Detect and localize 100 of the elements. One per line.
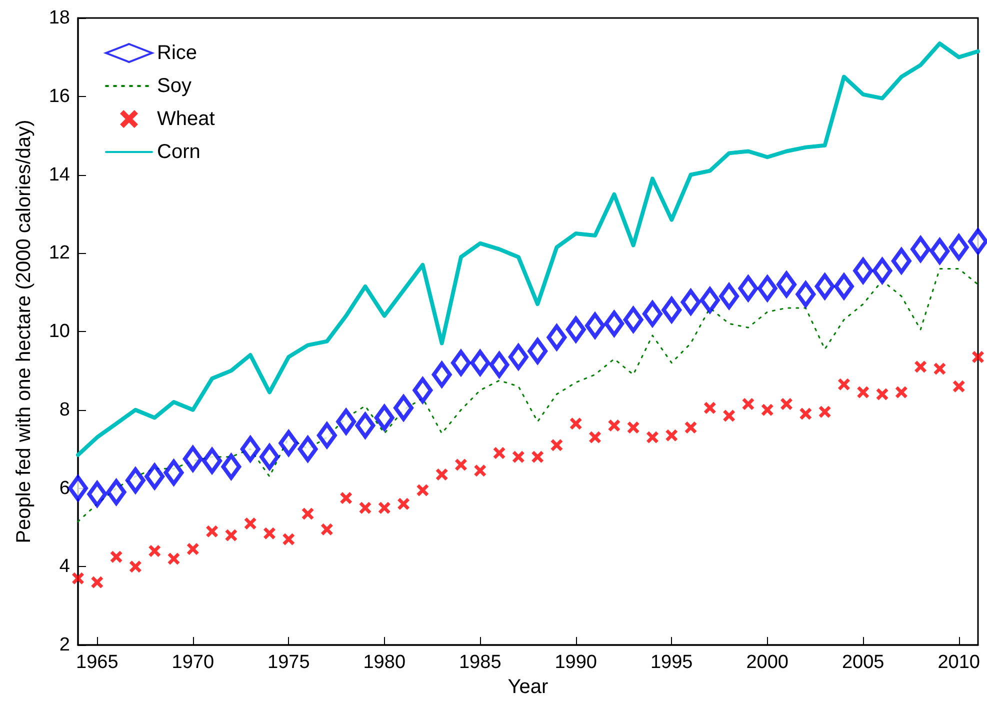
x-tick-label: 1965 — [76, 652, 118, 673]
point — [623, 306, 644, 333]
point — [432, 362, 452, 388]
point — [700, 287, 720, 314]
y-tick-label: 14 — [48, 164, 70, 186]
point — [566, 316, 586, 343]
point — [719, 283, 740, 310]
y-tick-label: 2 — [59, 634, 70, 656]
point — [761, 404, 774, 416]
point — [796, 281, 816, 308]
point — [757, 275, 778, 302]
point — [394, 394, 414, 421]
point — [585, 312, 606, 339]
point — [302, 508, 314, 520]
y-tick-label: 18 — [48, 8, 70, 28]
x-tick-label: 1980 — [363, 652, 406, 673]
point — [930, 238, 950, 264]
point — [742, 398, 754, 410]
point — [148, 544, 161, 557]
point — [528, 338, 548, 364]
line-series — [76, 41, 980, 457]
x-tick-label: 1970 — [172, 652, 214, 673]
point — [589, 431, 602, 444]
point — [221, 454, 242, 480]
x-tick-label: 2000 — [746, 652, 788, 673]
point — [110, 550, 122, 563]
point — [627, 422, 640, 434]
point — [508, 344, 528, 370]
point — [723, 410, 736, 422]
point — [818, 406, 831, 418]
point — [168, 552, 180, 565]
point — [666, 429, 678, 442]
point — [340, 492, 352, 504]
y-tick-label: 16 — [48, 86, 70, 107]
y-tick-label: 4 — [59, 556, 70, 578]
point — [834, 273, 854, 300]
y-tick-label: 6 — [59, 478, 70, 499]
point — [129, 560, 142, 573]
point — [738, 275, 758, 302]
point — [968, 228, 987, 254]
point — [144, 463, 165, 490]
point — [378, 502, 390, 514]
point — [780, 398, 793, 410]
point — [68, 475, 88, 502]
y-axis-title: People fed with one hectare (2000 calories/day) — [13, 120, 35, 544]
point — [872, 258, 892, 284]
point — [374, 404, 394, 431]
point — [454, 458, 467, 471]
y-tick-label: 10 — [48, 321, 70, 342]
point — [493, 446, 506, 459]
point — [206, 525, 218, 538]
point — [489, 352, 510, 378]
point — [895, 386, 908, 398]
point — [225, 529, 238, 542]
point — [336, 408, 356, 435]
point — [106, 479, 126, 506]
point — [87, 481, 108, 508]
point — [282, 533, 295, 546]
point — [125, 467, 146, 494]
point — [608, 420, 620, 432]
point — [838, 378, 850, 390]
point — [642, 300, 662, 327]
point — [952, 380, 965, 392]
point — [182, 446, 203, 472]
point — [412, 377, 433, 404]
point — [570, 418, 582, 430]
point — [298, 436, 318, 462]
point — [316, 422, 337, 448]
point — [72, 572, 84, 584]
point — [202, 448, 222, 474]
point — [240, 436, 260, 462]
point — [934, 362, 946, 375]
point — [704, 402, 716, 414]
line-series — [77, 268, 979, 522]
point — [910, 236, 931, 262]
point — [398, 498, 410, 510]
legend-label: Rice — [157, 42, 198, 64]
x-tick-label: 1990 — [554, 652, 598, 673]
point — [436, 468, 448, 481]
point — [91, 576, 104, 588]
point — [876, 388, 888, 400]
point — [470, 350, 490, 376]
point — [853, 258, 874, 284]
y-tick-label: 8 — [59, 399, 70, 420]
x-tick-label: 1995 — [650, 652, 693, 673]
point — [512, 450, 524, 463]
point — [776, 271, 797, 298]
point — [891, 248, 912, 274]
point — [800, 408, 812, 420]
point — [164, 460, 184, 486]
point — [857, 386, 870, 398]
point — [814, 273, 835, 300]
point — [416, 484, 429, 496]
y-tick-label: 12 — [48, 242, 70, 264]
point — [359, 502, 372, 514]
point — [474, 464, 486, 477]
point — [684, 422, 697, 434]
point — [680, 289, 701, 316]
point — [662, 296, 682, 323]
x-tick-label: 1975 — [268, 652, 310, 673]
